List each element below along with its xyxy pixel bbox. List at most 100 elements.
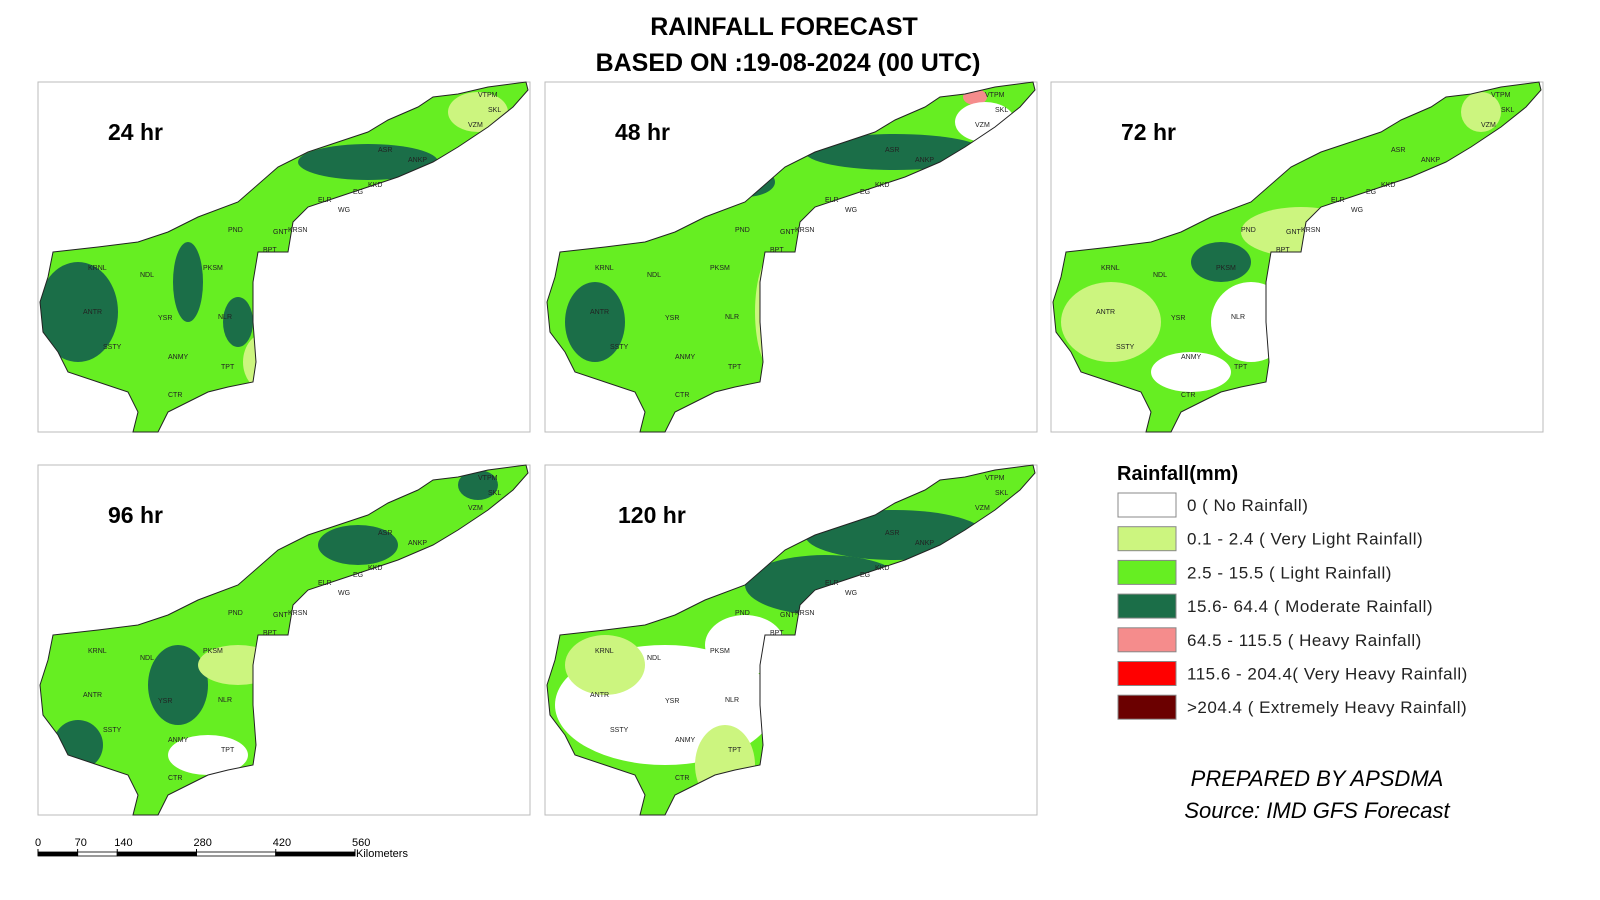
rain-zone — [565, 635, 645, 695]
rain-zone — [148, 645, 208, 725]
legend-swatch — [1117, 694, 1177, 720]
scale-segment — [275, 851, 356, 857]
district-label: KRNL — [595, 265, 614, 272]
district-label: PKSM — [203, 648, 223, 655]
district-label: ANKP — [1421, 157, 1440, 164]
rain-zone — [1151, 352, 1231, 392]
title: RAINFALL FORECAST — [650, 13, 918, 41]
district-label: NDL — [647, 655, 661, 662]
district-label: NLR — [1231, 314, 1245, 321]
district-label: TPT — [728, 364, 742, 371]
district-label: SKL — [995, 490, 1008, 497]
district-label: VTPM — [478, 475, 498, 482]
district-label: ELR — [318, 197, 332, 204]
district-label: TPT — [221, 747, 235, 754]
legend-label: 115.6 - 204.4( Very Heavy Rainfall) — [1187, 665, 1468, 684]
district-label: VTPM — [985, 475, 1005, 482]
district-label: PKSM — [710, 265, 730, 272]
district-label: SSTY — [103, 727, 122, 734]
district-label: YSR — [665, 698, 679, 705]
rain-zone — [40, 262, 118, 362]
district-label: ANTR — [83, 309, 102, 316]
district-label: ELR — [318, 580, 332, 587]
district-label: NLR — [725, 314, 739, 321]
district-label: CTR — [168, 392, 182, 399]
rain-zone — [298, 144, 438, 180]
district-label: BPT — [1276, 247, 1290, 254]
legend-label: 64.5 - 115.5 ( Heavy Rainfall) — [1187, 631, 1422, 650]
legend-label: 0.1 - 2.4 ( Very Light Rainfall) — [1187, 530, 1423, 549]
district-label: ASR — [885, 147, 899, 154]
district-label: VTPM — [985, 92, 1005, 99]
subtitle: BASED ON :19-08-2024 (00 UTC) — [596, 49, 981, 77]
district-label: CTR — [675, 775, 689, 782]
panel-label: 48 hr — [615, 119, 670, 145]
rain-zones — [53, 470, 498, 775]
district-label: VZM — [975, 505, 990, 512]
district-label: VZM — [468, 122, 483, 129]
district-label: ASR — [378, 530, 392, 537]
district-label: VTPM — [478, 92, 498, 99]
district-label: KRSN — [288, 610, 307, 617]
legend-swatch — [1117, 661, 1177, 686]
district-label: ANKP — [915, 157, 934, 164]
prepared-by: PREPARED BY APSDMA — [1191, 766, 1444, 791]
district-label: GNT — [1286, 229, 1302, 236]
scale-tick-label: 420 — [273, 837, 291, 849]
legend-title: Rainfall(mm) — [1117, 463, 1238, 485]
panel-label: 72 hr — [1121, 119, 1176, 145]
district-label: ANMY — [675, 354, 696, 361]
district-label: SKL — [488, 107, 501, 114]
legend-swatch — [1117, 559, 1177, 585]
district-label: KRNL — [88, 648, 107, 655]
district-label: WG — [845, 590, 857, 597]
district-label: GNT — [780, 229, 796, 236]
scale-segment — [37, 851, 79, 857]
rain-zone — [318, 525, 398, 565]
district-label: ANKP — [408, 540, 427, 547]
district-label: KKD — [368, 565, 382, 572]
state-outline — [39, 464, 529, 816]
district-label: NDL — [140, 272, 154, 279]
district-label: VZM — [468, 505, 483, 512]
scale-segment — [77, 851, 118, 857]
district-label: WG — [338, 207, 350, 214]
rain-zone — [1191, 242, 1251, 282]
district-label: ASR — [1391, 147, 1405, 154]
map-panel: 120 hr VTPM SKL VZM ASR ANKP KKD EG WG ELR KRSNGNT… — [544, 464, 1038, 816]
state-fill — [1053, 82, 1541, 432]
district-label: ANKP — [408, 157, 427, 164]
district-label: ELR — [825, 197, 839, 204]
district-label: EG — [860, 572, 870, 579]
legend-swatch — [1117, 526, 1177, 552]
scale-segment — [196, 851, 277, 857]
scale-segment — [116, 851, 197, 857]
state-outline — [546, 81, 1036, 433]
district-label: PKSM — [710, 648, 730, 655]
district-label: SSTY — [1116, 344, 1135, 351]
state-fill — [40, 465, 528, 815]
rain-zone — [805, 134, 985, 170]
district-label: VZM — [975, 122, 990, 129]
district-label: TPT — [1234, 364, 1248, 371]
district-label: KKD — [368, 182, 382, 189]
district-label: GNT — [780, 612, 796, 619]
district-label: EG — [860, 189, 870, 196]
district-label: VTPM — [1491, 92, 1511, 99]
district-label: SKL — [1501, 107, 1514, 114]
source: Source: IMD GFS Forecast — [1184, 798, 1450, 823]
district-label: KRNL — [1101, 265, 1120, 272]
scale-tick-label: 70 — [75, 837, 87, 849]
panel-label: 24 hr — [108, 119, 163, 145]
district-label: VZM — [1481, 122, 1496, 129]
district-label: PKSM — [203, 265, 223, 272]
district-label: NDL — [647, 272, 661, 279]
district-label: NLR — [218, 314, 232, 321]
district-label: ANMY — [675, 737, 696, 744]
rain-zone — [458, 470, 498, 500]
district-label: WG — [1351, 207, 1363, 214]
district-label: ANTR — [590, 309, 609, 316]
